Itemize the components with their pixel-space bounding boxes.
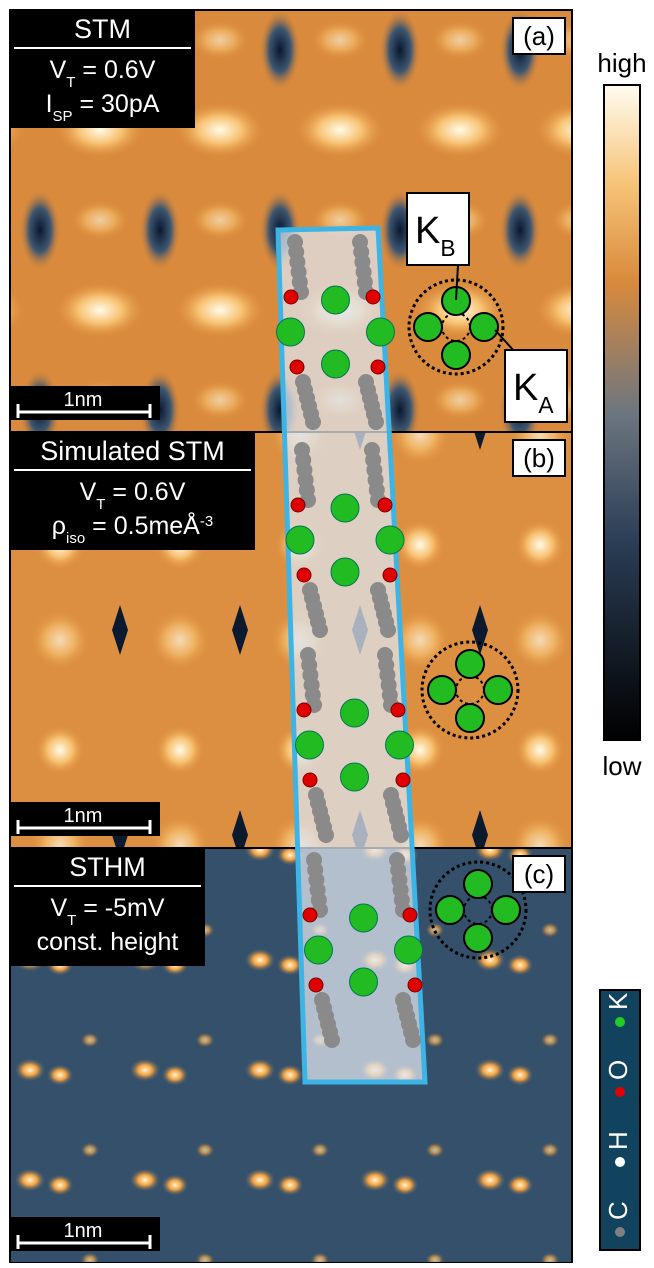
atom-c <box>393 827 409 843</box>
atom-o <box>291 498 305 512</box>
text-part: B <box>440 235 455 261</box>
figure: high low KBKASTMVT = 0.6VISP = 30pA(a)1n… <box>0 0 654 1263</box>
atom-k <box>442 341 470 369</box>
panel-label: (c) <box>524 859 554 889</box>
text-part: iso <box>66 530 85 547</box>
text-part: T <box>67 912 76 929</box>
atom-k <box>322 286 350 314</box>
panel-title: STM <box>74 14 131 44</box>
text-part: I <box>46 90 53 118</box>
panel-label: (a) <box>523 21 555 51</box>
atom-o <box>408 978 422 992</box>
atom-o <box>396 773 410 787</box>
atom-k <box>464 924 492 952</box>
atom-k <box>350 904 378 932</box>
atom-k <box>350 968 378 996</box>
atom-c <box>312 622 328 638</box>
atom-k <box>414 313 442 341</box>
atom-k <box>341 699 369 727</box>
atom-k <box>296 731 324 759</box>
legend-dot <box>615 1087 625 1097</box>
text-part: = -5mV <box>76 894 165 922</box>
atom-o <box>403 908 417 922</box>
atom-k <box>492 896 520 924</box>
text-part: A <box>538 392 554 418</box>
text-part: V <box>50 56 67 84</box>
atom-k <box>305 936 333 964</box>
scalebar-label: 1nm <box>64 1220 103 1242</box>
text-line: const. height <box>37 928 179 956</box>
atom-k <box>436 896 464 924</box>
legend-dot <box>615 1227 625 1237</box>
atom-c <box>324 1032 340 1048</box>
atom-o <box>303 773 317 787</box>
legend-label: O <box>603 1060 633 1080</box>
atom-k <box>386 731 414 759</box>
text-part: T <box>96 496 105 513</box>
colorbar-low: low <box>602 751 641 781</box>
atom-o <box>391 703 405 717</box>
text-part: -3 <box>200 513 213 530</box>
text-part: const. height <box>37 928 179 956</box>
atom-o <box>378 498 392 512</box>
text-part: = 0.6V <box>75 56 155 84</box>
atom-o <box>297 568 311 582</box>
atom-o <box>303 908 317 922</box>
scalebar-label: 1nm <box>64 389 103 411</box>
atom-o <box>297 703 311 717</box>
atom-k <box>428 676 456 704</box>
atom-o <box>309 978 323 992</box>
text-part: ρ <box>52 512 66 540</box>
scalebar-label: 1nm <box>64 805 103 827</box>
atom-o <box>371 360 385 374</box>
atom-k <box>331 494 359 522</box>
atom-k <box>367 318 395 346</box>
text-part: K <box>513 367 538 409</box>
atom-k <box>470 313 498 341</box>
atom-c <box>318 827 334 843</box>
atom-k <box>277 318 305 346</box>
text-part: = 0.6V <box>105 478 185 506</box>
colorbar-high: high <box>597 48 646 78</box>
text-part: V <box>80 478 97 506</box>
text-part: SP <box>53 108 73 125</box>
atom-k <box>395 936 423 964</box>
panel-title: STHM <box>69 852 146 882</box>
legend-label: H <box>603 1131 633 1150</box>
atom-o <box>284 290 298 304</box>
atom-k <box>484 676 512 704</box>
atom-k <box>464 870 492 898</box>
atom-k <box>286 526 314 554</box>
legend-label: K <box>603 992 633 1010</box>
colorbar <box>604 85 640 740</box>
atom-k <box>341 763 369 791</box>
atom-c <box>380 622 396 638</box>
atom-c <box>305 414 321 430</box>
atom-o <box>366 290 380 304</box>
panel-title: Simulated STM <box>40 436 225 466</box>
text-part: K <box>415 210 440 252</box>
legend-dot <box>615 1017 625 1027</box>
legend-label: C <box>603 1201 633 1220</box>
panel-label: (b) <box>523 443 555 473</box>
atom-k <box>331 558 359 586</box>
text-part: = 30pA <box>73 90 160 118</box>
atom-o <box>290 360 304 374</box>
atom-k <box>456 704 484 732</box>
atom-o <box>383 568 397 582</box>
legend-dot <box>615 1157 625 1167</box>
atom-k <box>376 526 404 554</box>
atom-c <box>405 1032 421 1048</box>
atom-k <box>456 650 484 678</box>
text-part: = 0.5meÅ <box>85 510 200 540</box>
atom-c <box>368 414 384 430</box>
text-part: V <box>50 894 67 922</box>
atom-k <box>322 350 350 378</box>
text-part: T <box>66 74 75 91</box>
